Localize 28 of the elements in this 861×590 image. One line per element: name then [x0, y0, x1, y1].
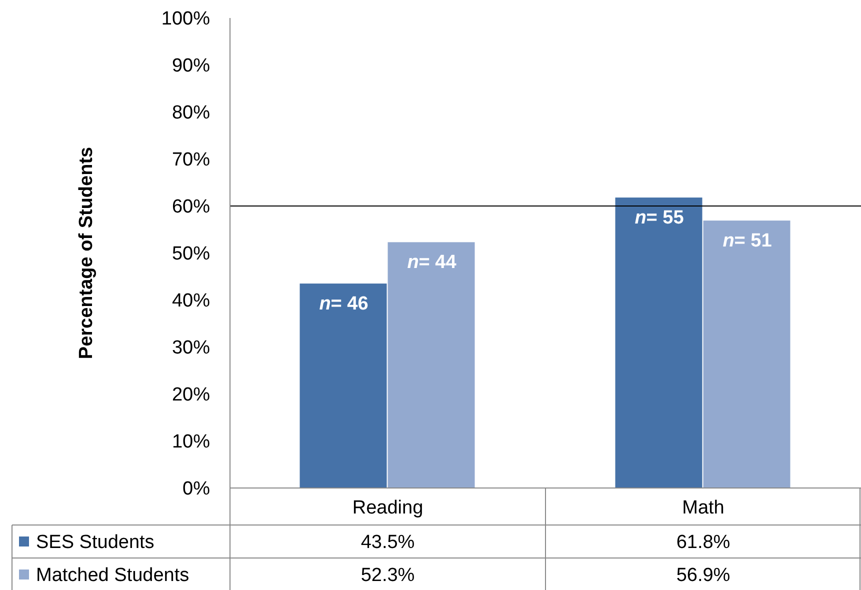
bar: [703, 220, 790, 488]
y-tick-label: 60%: [172, 196, 210, 218]
data-label: 56.9%: [676, 565, 730, 586]
legend-label: Matched Students: [36, 565, 190, 586]
y-tick-label: 50%: [172, 244, 210, 265]
annotation: n= 55: [634, 208, 684, 229]
annotation: n= 44: [407, 252, 457, 274]
data-label: 52.3%: [360, 565, 415, 586]
annotation: n= 51: [722, 230, 772, 252]
bar: [615, 198, 702, 488]
y-axis-title: Percentage of Students: [76, 146, 97, 360]
y-tick-label: 10%: [172, 432, 210, 453]
legend-label: SES Students: [36, 532, 154, 554]
x-tick-label: Math: [682, 498, 724, 519]
x-tick-label: Reading: [352, 498, 424, 519]
y-tick-label: 90%: [172, 56, 210, 77]
y-tick-label: 30%: [172, 338, 210, 359]
y-tick-label: 20%: [172, 384, 210, 406]
y-tick-label: 70%: [172, 150, 210, 171]
data-label: 43.5%: [360, 532, 415, 554]
bar: [300, 284, 387, 488]
y-tick-label: 80%: [172, 102, 210, 124]
y-tick-label: 40%: [172, 290, 210, 312]
y-tick-label: 100%: [161, 8, 210, 30]
bar: [388, 242, 475, 488]
y-tick-label: 0%: [182, 478, 210, 500]
data-label: 61.8%: [676, 532, 730, 554]
annotation: n= 46: [319, 294, 368, 315]
